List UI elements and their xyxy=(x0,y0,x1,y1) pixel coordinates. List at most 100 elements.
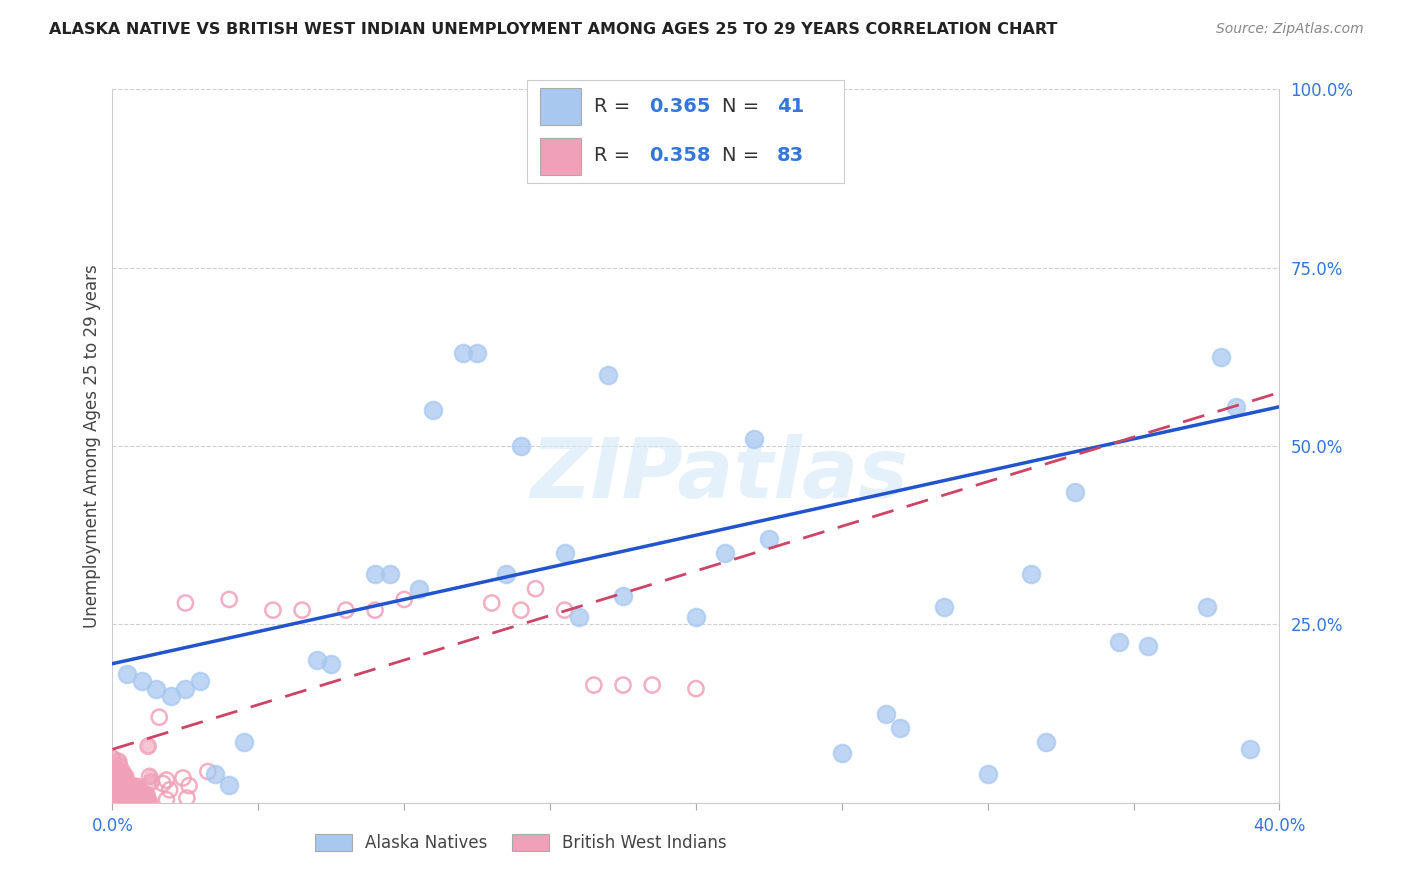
Point xyxy=(131,793,153,807)
Point xyxy=(118,784,141,798)
Point xyxy=(364,567,387,582)
Point xyxy=(117,784,139,798)
Point xyxy=(103,766,125,780)
Point xyxy=(232,735,254,749)
Point xyxy=(105,774,128,789)
Point xyxy=(122,792,145,806)
Point xyxy=(408,582,430,596)
Point xyxy=(111,792,134,806)
Point xyxy=(107,782,129,797)
Point xyxy=(598,368,620,382)
Point xyxy=(136,788,159,802)
Point xyxy=(127,781,149,796)
Point xyxy=(118,793,141,807)
Point xyxy=(122,779,145,793)
Point xyxy=(394,592,416,607)
Point xyxy=(118,794,141,808)
Point xyxy=(122,779,145,793)
Point xyxy=(148,710,170,724)
Point xyxy=(114,779,136,793)
Point xyxy=(103,790,125,805)
Point xyxy=(107,789,129,804)
Point xyxy=(305,653,328,667)
Point xyxy=(582,678,605,692)
Point xyxy=(554,546,576,560)
Point xyxy=(509,439,531,453)
Point xyxy=(129,784,152,798)
Point xyxy=(685,610,707,624)
Point xyxy=(481,596,503,610)
Point xyxy=(465,346,488,360)
Point xyxy=(758,532,780,546)
Point xyxy=(105,774,128,789)
Point xyxy=(451,346,474,360)
Point xyxy=(364,603,387,617)
Point xyxy=(107,782,129,797)
Point xyxy=(118,795,141,809)
Point xyxy=(112,769,135,783)
Point xyxy=(105,777,128,791)
Point xyxy=(103,788,125,802)
Y-axis label: Unemployment Among Ages 25 to 29 years: Unemployment Among Ages 25 to 29 years xyxy=(83,264,101,628)
Point xyxy=(1035,735,1057,749)
Point xyxy=(1209,350,1232,364)
Point xyxy=(714,546,737,560)
Point xyxy=(111,781,134,796)
Point xyxy=(124,789,146,804)
Point xyxy=(117,783,139,797)
Point xyxy=(114,770,136,784)
Point xyxy=(554,603,576,617)
Point xyxy=(174,681,197,696)
Point xyxy=(138,794,160,808)
Point xyxy=(141,775,163,789)
Point xyxy=(197,764,219,779)
Point xyxy=(218,778,240,792)
Point xyxy=(111,764,134,779)
Point xyxy=(107,772,129,787)
Point xyxy=(101,751,124,765)
Point xyxy=(117,784,139,798)
Point xyxy=(122,787,145,801)
Point xyxy=(127,780,149,794)
Point xyxy=(112,769,135,783)
Point xyxy=(1064,485,1087,500)
Point xyxy=(174,596,197,610)
Point xyxy=(105,786,128,800)
Point xyxy=(115,782,138,797)
Point xyxy=(378,567,401,582)
Point xyxy=(131,674,153,689)
Point xyxy=(103,774,125,789)
Point xyxy=(105,786,128,800)
Text: 83: 83 xyxy=(778,146,804,165)
Point xyxy=(127,781,149,796)
Point xyxy=(101,751,124,765)
Point xyxy=(118,793,141,807)
Text: ALASKA NATIVE VS BRITISH WEST INDIAN UNEMPLOYMENT AMONG AGES 25 TO 29 YEARS CORR: ALASKA NATIVE VS BRITISH WEST INDIAN UNE… xyxy=(49,22,1057,37)
Point xyxy=(103,768,125,782)
Point xyxy=(612,589,634,603)
Point xyxy=(103,768,125,782)
Point xyxy=(103,779,125,793)
Point xyxy=(138,794,160,808)
Point xyxy=(155,793,177,807)
Point xyxy=(641,678,664,692)
Point xyxy=(111,781,134,796)
Point xyxy=(1137,639,1160,653)
Point xyxy=(118,784,141,798)
Point xyxy=(117,783,139,797)
Point xyxy=(262,603,284,617)
Point xyxy=(115,773,138,788)
Bar xyxy=(540,137,581,175)
Point xyxy=(108,775,131,789)
Point xyxy=(160,689,183,703)
Point xyxy=(889,721,911,735)
Point xyxy=(932,599,955,614)
Point xyxy=(124,789,146,804)
Point xyxy=(122,792,145,806)
Point xyxy=(1239,742,1261,756)
Point xyxy=(101,796,124,810)
Point xyxy=(612,678,634,692)
Point xyxy=(122,786,145,800)
Point xyxy=(104,772,127,786)
Point xyxy=(114,770,136,784)
